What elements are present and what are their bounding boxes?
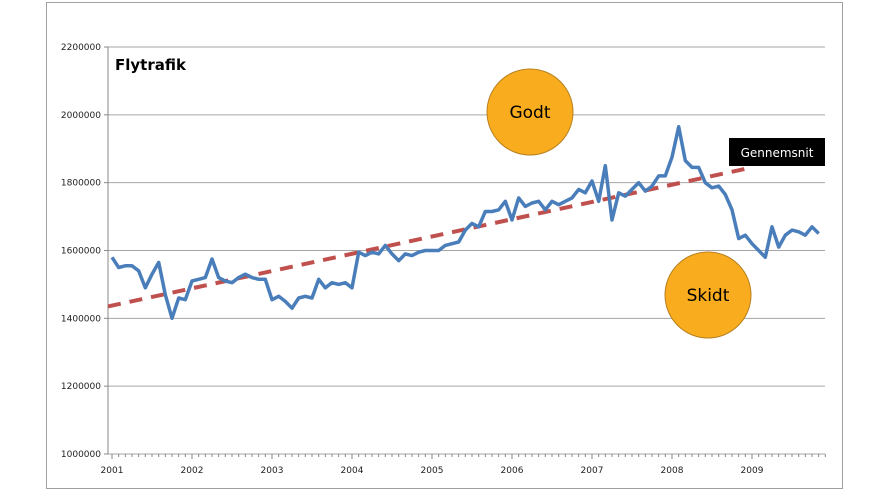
x-tick-label: 2004: [341, 466, 364, 476]
series-line: [110, 124, 820, 321]
gennemsnit-label: Gennemsnit: [741, 146, 814, 160]
y-tick-label: 1800000: [61, 179, 101, 189]
y-tick-label: 1000000: [61, 450, 101, 460]
annotation-godt: Godt: [486, 68, 574, 156]
y-tick-label: 1400000: [61, 314, 101, 324]
annotation-gennemsnit: Gennemsnit: [729, 138, 825, 166]
x-tick-label: 2009: [741, 466, 764, 476]
x-tick-label: 2003: [261, 466, 284, 476]
annotation-skidt: Skidt: [664, 251, 752, 339]
x-tick-label: 2008: [661, 466, 684, 476]
y-tick-label: 1200000: [61, 382, 101, 392]
y-tick-label: 1600000: [61, 247, 101, 257]
y-tick-label: 2000000: [61, 111, 101, 121]
skidt-circle: [664, 251, 752, 339]
y-tick-label: 2200000: [61, 43, 101, 53]
skidt-label: Skidt: [687, 286, 730, 306]
godt-circle: [486, 68, 574, 156]
x-tick-label: 2005: [421, 466, 444, 476]
godt-label: Godt: [509, 103, 550, 123]
x-tick-label: 2001: [101, 466, 124, 476]
chart-title: Flytrafik: [115, 56, 187, 74]
x-tick-label: 2002: [181, 466, 204, 476]
gennemsnit-box: [729, 138, 825, 166]
x-tick-label: 2006: [501, 466, 524, 476]
x-tick-label: 2007: [581, 466, 604, 476]
